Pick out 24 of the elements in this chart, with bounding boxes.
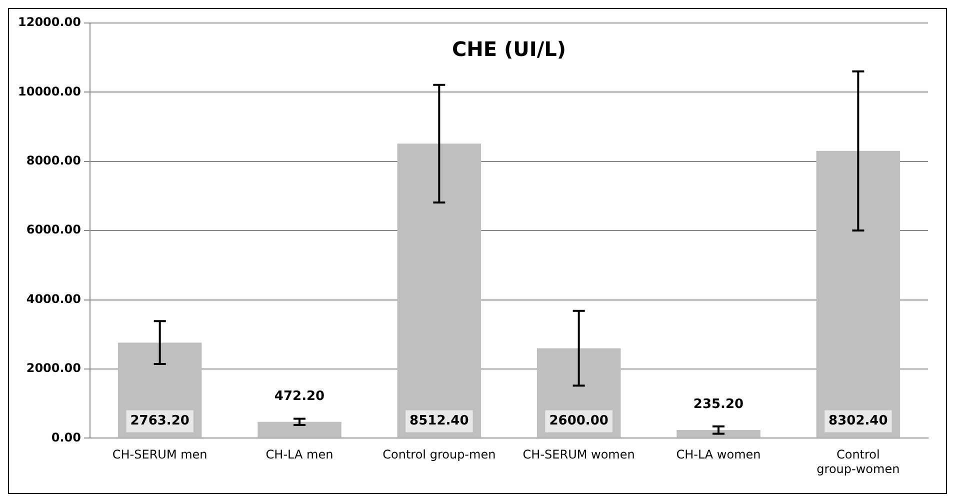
data-label: 2600.00 [549,414,608,429]
data-label: 2763.20 [130,414,190,429]
y-tick-label: 10000.00 [18,84,82,98]
bar [816,150,900,438]
data-label: 8512.40 [410,414,469,429]
bar [397,144,482,438]
x-tick-label: CH-SERUM women [522,448,635,462]
data-label: 472.20 [274,389,325,404]
bar [258,422,342,438]
y-tick-label: 8000.00 [26,154,82,168]
text: CHE (UI/L) [452,37,566,62]
y-tick-label: 2000.00 [26,361,82,376]
data-label: 8302.40 [828,414,888,429]
x-tick-label: CH-SERUM men [112,448,208,462]
y-tick-label: 4000.00 [26,292,82,306]
y-tick-label: 6000.00 [26,222,82,237]
x-tick-label: Control group-women [816,448,900,476]
y-tick-label: 0.00 [51,430,82,444]
bar [676,430,760,438]
y-tick-label: 12000.00 [18,15,82,30]
x-tick-label: CH-LA men [266,448,334,462]
x-tick-label: CH-LA women [676,448,761,462]
data-label: 235.20 [693,396,744,412]
x-tick-label: Control group-men [382,448,496,462]
